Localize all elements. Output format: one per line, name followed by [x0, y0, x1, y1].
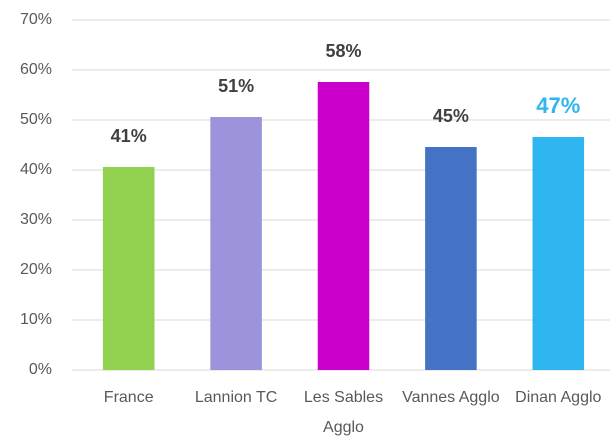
y-tick-label: 10%	[20, 311, 52, 328]
data-label: 58%	[325, 41, 361, 61]
bar	[102, 167, 155, 370]
bar	[532, 137, 585, 370]
bar	[317, 82, 370, 370]
y-tick-label: 20%	[20, 261, 52, 278]
y-tick-label: 70%	[20, 11, 52, 28]
y-tick-label: 40%	[20, 161, 52, 178]
y-tick-label: 60%	[20, 61, 52, 78]
y-tick-label: 30%	[20, 211, 52, 228]
x-tick-label: Vannes Agglo	[402, 389, 500, 406]
data-label: 45%	[433, 106, 469, 126]
bar	[210, 117, 262, 370]
data-label: 51%	[218, 76, 254, 96]
y-tick-label: 50%	[20, 111, 52, 128]
x-tick-label: Les Sables Agglo	[303, 389, 384, 436]
data-label: 41%	[111, 126, 147, 146]
bar	[425, 147, 477, 370]
x-tick-label: Lannion TC	[194, 389, 278, 406]
data-label: 47%	[536, 93, 580, 118]
x-tick-label: Dinan Agglo	[515, 389, 602, 406]
x-tick-label: France	[103, 389, 154, 406]
y-tick-label: 0%	[29, 361, 52, 378]
